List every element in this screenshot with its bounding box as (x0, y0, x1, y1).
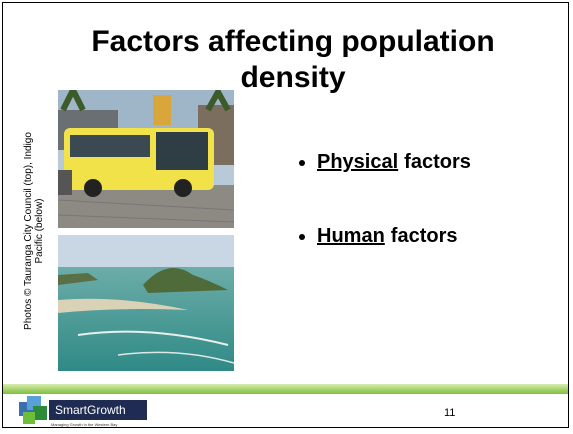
photo-credit: Photos © Tauranga City Council (top), In… (23, 116, 45, 346)
slide: Factors affecting population density Pho… (2, 2, 569, 428)
coast-photo (58, 235, 234, 371)
page: Factors affecting population density Pho… (0, 2, 573, 434)
bus-photo (58, 90, 234, 228)
bullet-emphasis: Physical (317, 151, 398, 174)
bullet-text: factors (391, 225, 458, 248)
bullet: Human factors (299, 225, 458, 248)
title-line: Factors affecting population (43, 25, 543, 59)
bullet: Physical factors (299, 151, 471, 174)
logo-tagline: Managing Growth in the Western Bay (51, 422, 117, 427)
logo-name: SmartGrowth (55, 403, 126, 417)
bullet-text: factors (404, 151, 471, 174)
bullet-dot (299, 160, 305, 166)
page-number: 11 (444, 407, 455, 419)
bullet-emphasis: Human (317, 225, 385, 248)
footer-bar (3, 384, 568, 394)
bullet-dot (299, 234, 305, 240)
logo: SmartGrowth Managing Growth in the Weste… (19, 396, 147, 428)
